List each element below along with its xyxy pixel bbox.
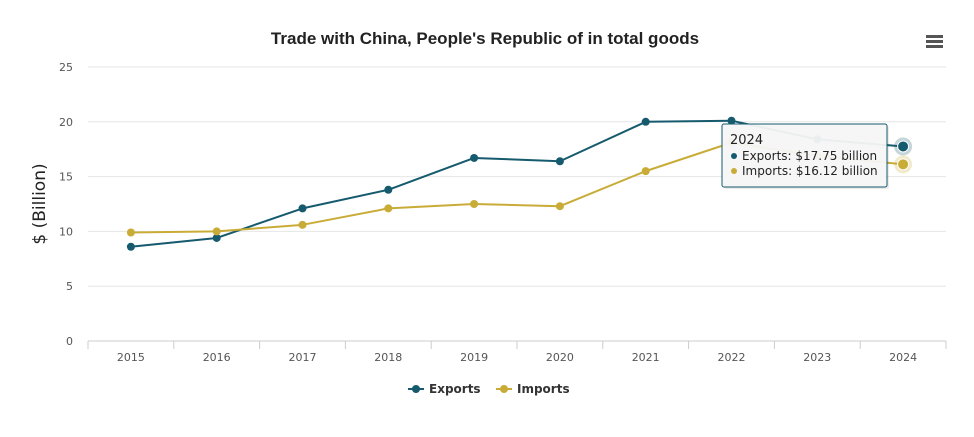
exports-point[interactable] (470, 153, 479, 162)
x-tick-label: 2023 (803, 351, 831, 364)
exports-point[interactable] (641, 117, 650, 126)
imports-point[interactable] (298, 220, 307, 229)
y-tick-label: 20 (59, 116, 73, 129)
x-tick-label: 2021 (632, 351, 660, 364)
legend-marker (412, 385, 420, 393)
legend-item-imports[interactable]: Imports (496, 382, 570, 396)
legend-marker (500, 385, 508, 393)
x-tick-label: 2016 (203, 351, 231, 364)
imports-point[interactable] (126, 228, 135, 237)
legend-label: Exports (429, 382, 481, 396)
x-tick-label: 2020 (546, 351, 574, 364)
chart-title: Trade with China, People's Republic of i… (271, 29, 699, 48)
y-axis: 0 5 10 15 20 25 (59, 61, 73, 348)
exports-point[interactable] (298, 204, 307, 213)
grid-lines (88, 66, 946, 342)
imports-point[interactable] (555, 202, 564, 211)
y-axis-title: $ (Billion) (30, 163, 50, 244)
imports-point[interactable] (470, 200, 479, 208)
imports-point[interactable] (212, 227, 221, 236)
tooltip-title: 2024 (730, 133, 763, 148)
exports-point[interactable] (727, 116, 736, 125)
y-tick-label: 0 (66, 335, 73, 348)
exports-point[interactable] (384, 185, 393, 194)
legend-item-exports[interactable]: Exports (408, 382, 481, 396)
x-tick-label: 2022 (718, 351, 746, 364)
tooltip-box (721, 123, 888, 188)
y-tick-label: 15 (59, 171, 73, 184)
tooltip-line: Imports: $16.12 billion (742, 164, 878, 178)
x-tick-label: 2018 (374, 351, 402, 364)
legend: Exports Imports (408, 382, 570, 396)
y-tick-label: 5 (66, 280, 73, 293)
imports-point[interactable] (641, 167, 650, 176)
tooltip-marker (731, 168, 737, 174)
x-tick-label: 2015 (117, 351, 145, 364)
x-tick-label: 2019 (460, 351, 488, 364)
x-axis: 2015 2016 2017 2018 2019 2020 2021 2022 2023 2024 (87, 341, 947, 364)
y-tick-label: 25 (59, 61, 73, 74)
tooltip-line: Exports: $17.75 billion (742, 149, 877, 163)
imports-point[interactable] (384, 204, 393, 213)
hamburger-menu-icon[interactable] (922, 30, 948, 52)
exports-point[interactable] (555, 157, 564, 166)
x-tick-label: 2017 (289, 351, 317, 364)
exports-point[interactable] (126, 242, 135, 251)
y-tick-label: 10 (59, 225, 73, 238)
x-tick-label: 2024 (889, 351, 917, 364)
tooltip-marker (731, 153, 737, 159)
exports-point[interactable] (212, 233, 221, 242)
legend-label: Imports (517, 382, 570, 396)
exports-point[interactable] (897, 140, 910, 153)
imports-point[interactable] (897, 158, 910, 171)
